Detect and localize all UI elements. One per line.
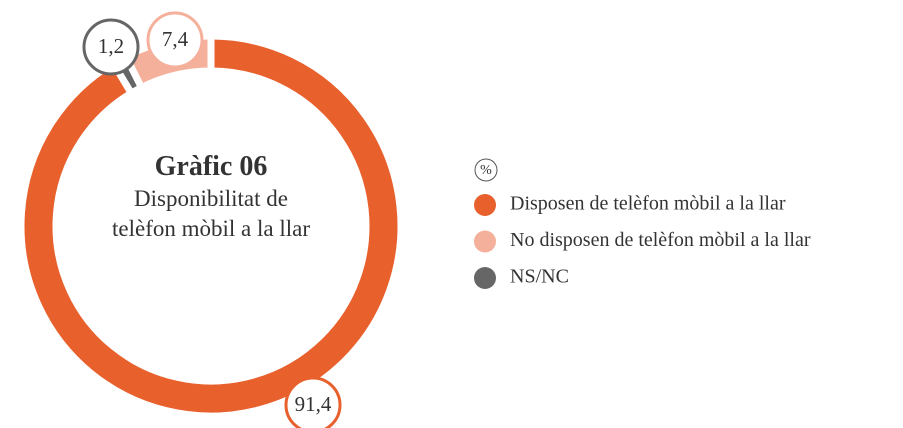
legend-swatch [474,194,496,216]
chart-subtitle: Disponibilitat de telèfon mòbil a la lla… [112,186,310,241]
value-label-bubble [82,18,140,76]
center-text: Gràfic 06 Disponibilitat de telèfon mòbi… [111,150,311,244]
value-label: 91,4 [295,392,332,416]
value-label: 7,4 [162,27,189,51]
legend-swatch [474,267,496,289]
chart-title: Gràfic 06 [154,151,268,182]
unit-badge [474,158,498,182]
unit-label: % [480,163,492,178]
legend-swatch [474,230,496,253]
value-label-bubble [284,376,342,428]
donut-segment [17,32,405,420]
legend-label: Disposen de telèfon mòbil a la llar [510,193,786,215]
value-label-bubble [146,11,204,69]
value-label: 1,2 [98,34,124,58]
legend-label: NS/NC [510,266,569,288]
legend-label: No disposen de telèfon mòbil a la llar [510,229,811,251]
